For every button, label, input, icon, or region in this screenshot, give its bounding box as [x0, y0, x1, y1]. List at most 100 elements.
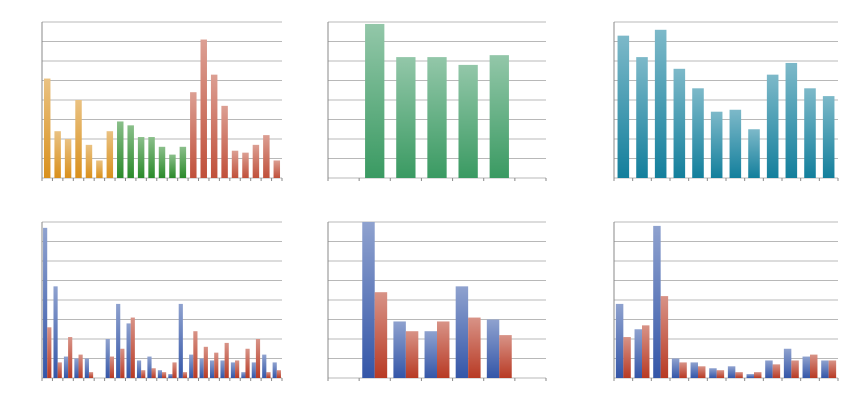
bar: [468, 317, 481, 378]
bar: [199, 358, 204, 378]
bar: [802, 356, 810, 378]
bar: [489, 55, 509, 178]
bar: [615, 303, 624, 378]
bar: [828, 360, 837, 378]
bar: [193, 331, 198, 378]
bar: [158, 146, 166, 178]
bar: [458, 64, 478, 178]
bar: [783, 348, 792, 378]
bar: [224, 342, 229, 378]
bar: [263, 135, 270, 178]
bar: [68, 337, 73, 378]
bar: [203, 346, 208, 378]
bar: [127, 125, 134, 178]
bar: [273, 160, 281, 178]
bar: [151, 368, 156, 378]
bar: [245, 348, 250, 378]
bar: [54, 131, 61, 178]
bar: [671, 358, 680, 378]
bar: [766, 74, 779, 178]
bar: [654, 29, 667, 178]
bar: [106, 131, 114, 178]
bar: [64, 139, 72, 178]
bar: [105, 339, 110, 378]
bar: [242, 152, 249, 178]
bar: [660, 296, 669, 378]
bar: [679, 362, 687, 378]
bar: [96, 160, 103, 178]
bar: [710, 111, 723, 178]
bar: [231, 150, 239, 178]
bar: [241, 372, 246, 378]
bar: [634, 329, 642, 378]
bar: [63, 356, 69, 378]
bar: [716, 370, 725, 378]
bar: [157, 370, 162, 378]
bar: [168, 374, 173, 378]
bar: [791, 360, 799, 378]
bar: [276, 370, 281, 378]
bar: [617, 35, 630, 179]
bar: [251, 362, 256, 378]
bar: [255, 339, 261, 378]
bar: [690, 362, 698, 378]
bar: [141, 370, 146, 378]
bar: [169, 154, 176, 178]
bar: [210, 74, 218, 178]
bar: [822, 96, 835, 178]
bar: [623, 337, 631, 378]
bar: [362, 222, 375, 378]
bar: [179, 146, 187, 178]
bar: [178, 303, 183, 378]
bar: [653, 225, 661, 378]
bar: [75, 100, 82, 178]
bar: [821, 360, 829, 378]
bar: [200, 39, 207, 178]
bar: [252, 144, 260, 178]
bar: [424, 331, 437, 378]
bar: [235, 360, 240, 378]
bar: [772, 364, 781, 378]
bar: [427, 57, 447, 178]
bar: [692, 88, 704, 178]
bar: [810, 354, 818, 378]
bar: [765, 360, 773, 378]
bar: [221, 105, 228, 178]
bar: [727, 366, 736, 378]
bar: [57, 362, 62, 378]
bar: [735, 372, 743, 378]
bar: [709, 368, 717, 378]
bar: [266, 372, 271, 378]
bar: [365, 23, 385, 179]
bar: [673, 68, 686, 178]
bar: [455, 286, 469, 378]
bar: [147, 356, 152, 378]
bar: [148, 137, 155, 178]
bar: [120, 348, 125, 378]
bar: [214, 352, 219, 378]
bar: [130, 317, 135, 378]
bar: [74, 358, 79, 378]
bar: [785, 62, 798, 179]
bar: [636, 57, 648, 178]
bar: [47, 327, 52, 378]
bar: [136, 360, 142, 378]
bar: [43, 78, 51, 178]
bar: [116, 303, 121, 378]
bar: [230, 362, 236, 378]
bar: [374, 292, 388, 378]
bar: [109, 356, 114, 378]
bar: [78, 354, 83, 378]
bar: [396, 57, 416, 178]
bar: [272, 362, 277, 378]
bar: [804, 88, 816, 178]
bar: [126, 323, 131, 378]
bar: [137, 137, 145, 178]
bar: [642, 325, 650, 378]
bar: [748, 129, 760, 178]
bar: [698, 366, 706, 378]
bar: [88, 372, 94, 378]
bar: [43, 227, 48, 378]
bar: [210, 360, 215, 378]
